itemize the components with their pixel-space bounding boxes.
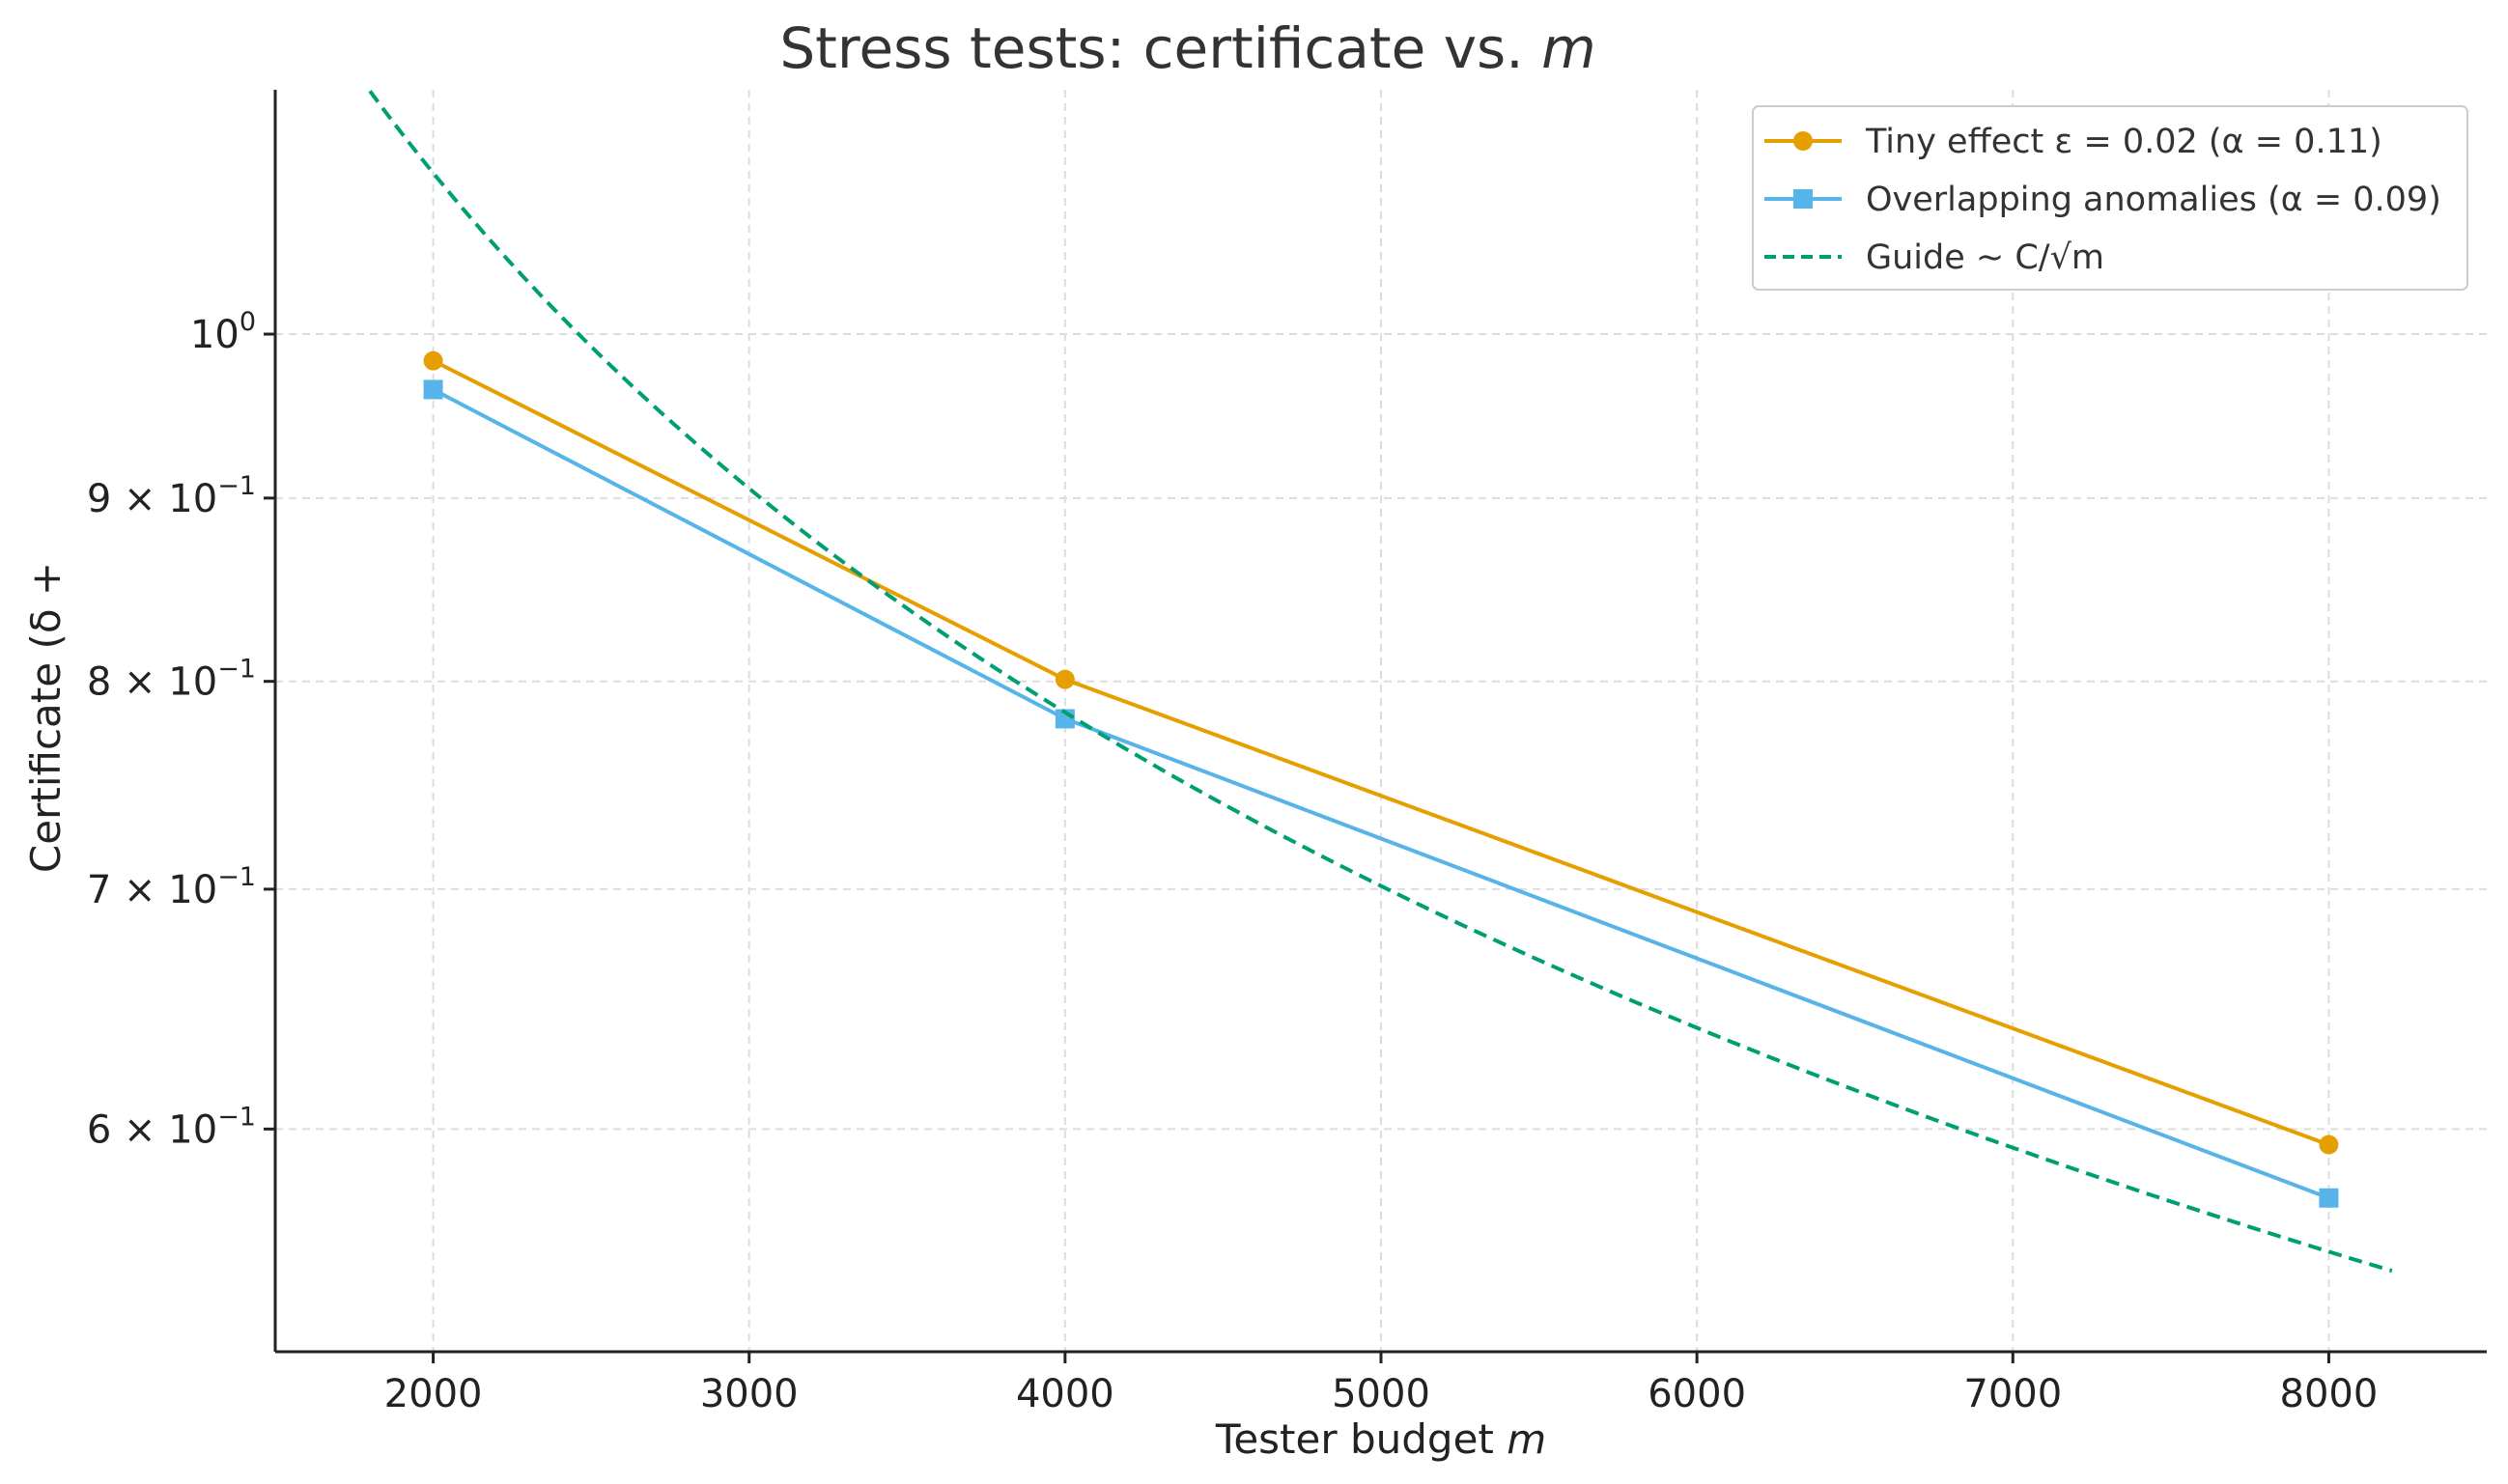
y-tick-mantissa: 10 xyxy=(190,313,240,357)
legend-label-tiny-effect: Tiny effect ε = 0.02 (α = 0.11) xyxy=(1865,123,2382,161)
y-tick-mantissa: 6 × 10 xyxy=(87,1107,217,1152)
y-tick-label: 7 × 10−1 xyxy=(87,862,256,912)
legend-label-guide: Guide ∼ C/√m xyxy=(1866,238,2104,277)
legend-box xyxy=(1752,105,2468,291)
y-tick-label: 100 xyxy=(190,307,256,357)
legend-marker-overlapping-anomalies xyxy=(1793,189,1813,209)
y-tick-mantissa: 7 × 10 xyxy=(87,868,217,912)
y-axis-label: Certificate (δ + xyxy=(22,562,70,873)
series-line-guide xyxy=(368,90,2393,1274)
y-tick-exponent: −1 xyxy=(217,862,256,892)
data-point-overlapping-anomalies xyxy=(423,379,443,400)
legend-marker-tiny-effect xyxy=(1793,131,1813,151)
legend-entry-tiny-effect: Tiny effect ε = 0.02 (α = 0.11) xyxy=(1764,123,2382,161)
data-point-overlapping-anomalies xyxy=(2319,1188,2339,1208)
y-tick-label: 9 × 10−1 xyxy=(87,471,256,521)
data-point-tiny-effect xyxy=(1055,669,1075,689)
y-tick-exponent: −1 xyxy=(217,1102,256,1132)
legend-entry-overlapping-anomalies: Overlapping anomalies (α = 0.09) xyxy=(1764,181,2441,219)
x-tick-label: 4000 xyxy=(1016,1372,1114,1416)
x-axis-label: Tester budget m xyxy=(1215,1415,1546,1463)
legend: Tiny effect ε = 0.02 (α = 0.11) Overlapp… xyxy=(1752,105,2468,291)
legend-label-overlapping-anomalies: Overlapping anomalies (α = 0.09) xyxy=(1866,181,2441,219)
y-tick-mantissa: 8 × 10 xyxy=(87,660,217,705)
x-tick-label: 8000 xyxy=(2280,1372,2379,1416)
series-layer xyxy=(368,90,2393,1274)
y-tick-mantissa: 9 × 10 xyxy=(87,477,217,521)
y-tick-label: 6 × 10−1 xyxy=(87,1102,256,1152)
data-point-tiny-effect xyxy=(2319,1134,2339,1155)
y-tick-label: 8 × 10−1 xyxy=(87,655,256,705)
x-ticks: 2000 3000 4000 5000 6000 7000 8000 xyxy=(384,1352,2379,1416)
y-tick-exponent: 0 xyxy=(240,307,256,337)
y-tick-exponent: −1 xyxy=(217,471,256,501)
x-tick-label: 5000 xyxy=(1332,1372,1430,1416)
x-tick-label: 6000 xyxy=(1648,1372,1746,1416)
y-tick-exponent: −1 xyxy=(217,655,256,685)
data-point-tiny-effect xyxy=(423,350,443,371)
legend-entry-guide: Guide ∼ C/√m xyxy=(1764,238,2104,277)
chart-title: Stress tests: certificate vs. m xyxy=(779,15,1595,81)
x-tick-label: 2000 xyxy=(384,1372,483,1416)
x-tick-label: 3000 xyxy=(700,1372,799,1416)
x-tick-label: 7000 xyxy=(1963,1372,2062,1416)
